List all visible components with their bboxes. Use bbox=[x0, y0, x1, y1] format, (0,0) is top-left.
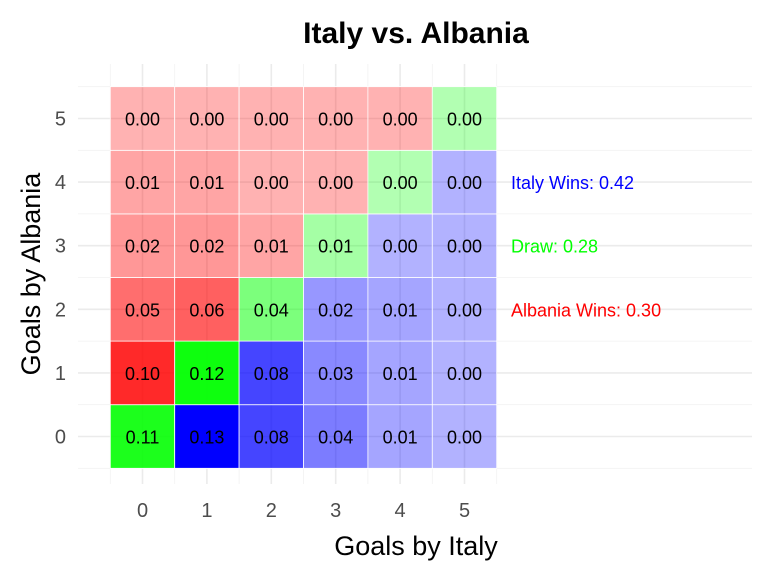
y-tick-label: 2 bbox=[55, 299, 66, 321]
y-tick-label: 5 bbox=[55, 109, 66, 131]
italy-win-cell bbox=[238, 404, 304, 469]
albania-win-cell bbox=[174, 86, 240, 151]
outcome-annotations: Italy Wins: 0.42 Draw: 0.28 Albania Wins: … bbox=[511, 173, 661, 320]
italy-win-cell bbox=[367, 213, 433, 278]
x-tick-label: 3 bbox=[330, 500, 341, 522]
cell-value-label: 0.00 bbox=[447, 364, 482, 384]
cell-value-label: 0.01 bbox=[318, 237, 353, 257]
cell-value-label: 0.00 bbox=[254, 110, 289, 130]
cell-value-label: 0.12 bbox=[189, 364, 224, 384]
albania-win-cell bbox=[367, 86, 433, 151]
cell-value-label: 0.01 bbox=[383, 300, 418, 320]
italy-win-cell bbox=[174, 404, 240, 469]
y-tick-label: 0 bbox=[55, 427, 66, 449]
cell-value-label: 0.00 bbox=[447, 110, 482, 130]
cell-value-label: 0.00 bbox=[383, 237, 418, 257]
cell-value-label: 0.00 bbox=[447, 237, 482, 257]
cell-value-label: 0.04 bbox=[254, 300, 289, 320]
axis-ticks: 0 1 2 3 4 5 0 1 2 3 4 5 bbox=[55, 109, 470, 523]
albania-win-cell bbox=[174, 277, 240, 342]
cell-value-label: 0.00 bbox=[189, 110, 224, 130]
cell-value-label: 0.01 bbox=[254, 237, 289, 257]
italy-win-cell bbox=[431, 277, 498, 342]
cell-value-label: 0.08 bbox=[254, 428, 289, 448]
italy-win-cell bbox=[367, 340, 433, 406]
cell-value-label: 0.04 bbox=[318, 428, 353, 448]
italy-win-cell bbox=[367, 277, 433, 342]
y-tick-label: 1 bbox=[55, 363, 66, 385]
cell-value-label: 0.01 bbox=[383, 364, 418, 384]
albania-win-cell bbox=[109, 86, 176, 151]
cell-value-label: 0.01 bbox=[125, 173, 160, 193]
cell-value-label: 0.00 bbox=[318, 110, 353, 130]
cell-value-label: 0.02 bbox=[189, 237, 224, 257]
cell-value-label: 0.02 bbox=[125, 237, 160, 257]
italy-win-cell bbox=[431, 404, 498, 469]
italy-win-cell bbox=[303, 404, 369, 469]
italy-win-cell bbox=[431, 340, 498, 406]
cell-value-label: 0.00 bbox=[447, 300, 482, 320]
x-axis-title: Goals by Italy bbox=[334, 531, 498, 561]
x-tick-label: 4 bbox=[395, 500, 406, 522]
cell-value-label: 0.01 bbox=[383, 428, 418, 448]
cell-value-label: 0.00 bbox=[318, 173, 353, 193]
cell-value-label: 0.00 bbox=[447, 428, 482, 448]
albania-win-cell bbox=[303, 149, 369, 215]
cell-value-label: 0.05 bbox=[125, 300, 160, 320]
draw-cell bbox=[431, 86, 498, 151]
draw-cell bbox=[303, 213, 369, 278]
y-axis-title: Goals by Albania bbox=[16, 172, 46, 376]
outcome-annotation: Italy Wins: 0.42 bbox=[511, 173, 634, 193]
y-tick-label: 3 bbox=[55, 236, 66, 258]
albania-win-cell bbox=[109, 340, 176, 406]
cell-value-label: 0.06 bbox=[189, 300, 224, 320]
outcome-annotation: Albania Wins: 0.30 bbox=[511, 300, 661, 320]
albania-win-cell bbox=[238, 86, 304, 151]
italy-win-cell bbox=[303, 340, 369, 406]
x-tick-label: 2 bbox=[266, 500, 277, 522]
cell-value-label: 0.00 bbox=[383, 110, 418, 130]
x-tick-label: 5 bbox=[459, 500, 470, 522]
y-tick-label: 4 bbox=[55, 172, 66, 194]
cell-value-label: 0.01 bbox=[189, 173, 224, 193]
albania-win-cell bbox=[109, 213, 176, 278]
albania-win-cell bbox=[238, 213, 304, 278]
x-tick-label: 1 bbox=[201, 500, 212, 522]
draw-cell bbox=[367, 149, 433, 215]
cell-value-label: 0.02 bbox=[318, 300, 353, 320]
cell-value-label: 0.11 bbox=[126, 428, 160, 448]
albania-win-cell bbox=[303, 86, 369, 151]
cell-value-label: 0.00 bbox=[254, 173, 289, 193]
cell-value-label: 0.08 bbox=[254, 364, 289, 384]
cell-value-label: 0.00 bbox=[125, 110, 160, 130]
cell-value-label: 0.00 bbox=[383, 173, 418, 193]
outcome-annotation: Draw: 0.28 bbox=[511, 237, 598, 257]
x-tick-label: 0 bbox=[137, 500, 148, 522]
cell-labels: 0.11 0.13 0.08 0.04 0.01 0.00 0.10 0.12 0.08 0.03… bbox=[125, 110, 482, 448]
cell-value-label: 0.13 bbox=[189, 428, 224, 448]
heatmap-cells bbox=[109, 86, 498, 469]
italy-win-cell bbox=[431, 149, 498, 215]
albania-win-cell bbox=[109, 277, 176, 342]
cell-value-label: 0.03 bbox=[318, 364, 353, 384]
cell-value-label: 0.00 bbox=[447, 173, 482, 193]
chart-title: Italy vs. Albania bbox=[303, 17, 529, 50]
draw-cell bbox=[238, 277, 304, 342]
cell-value-label: 0.10 bbox=[125, 364, 160, 384]
italy-win-cell bbox=[431, 213, 498, 278]
draw-cell bbox=[109, 404, 176, 469]
